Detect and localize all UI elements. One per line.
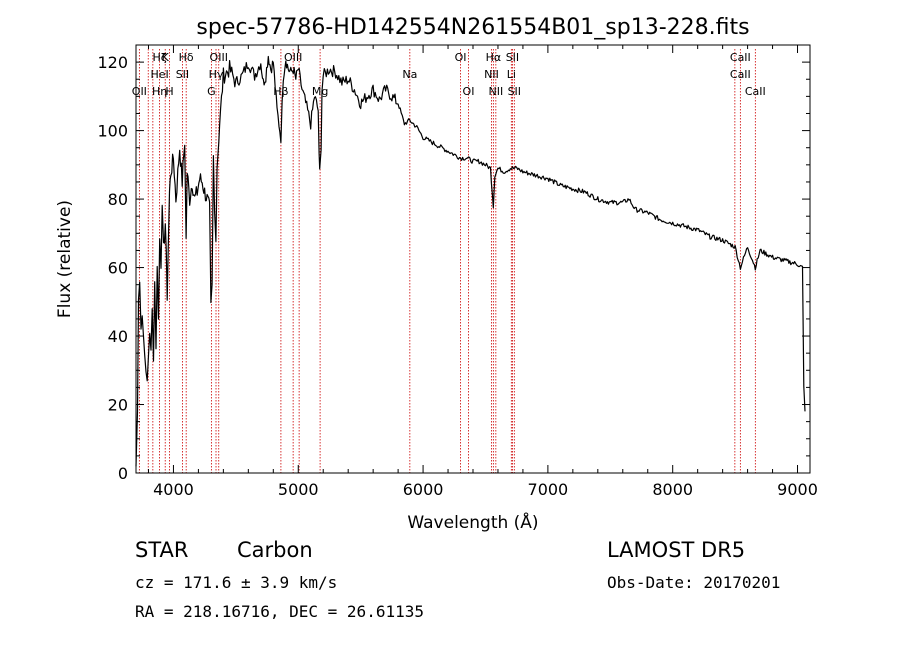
y-axis-label: Flux (relative) (55, 200, 75, 318)
x-tick-label: 9000 (777, 480, 818, 499)
spectral-line-labels: OIIHζHeIHηKHSIIHδGHγOIIIHβOIIIMgNaOIOINI… (132, 51, 766, 98)
y-tick-label: 0 (118, 464, 128, 483)
line-label-23-2: SII (508, 85, 521, 98)
line-label-3-0: Hζ (152, 51, 166, 64)
line-label-3-2: Hη (152, 85, 167, 98)
x-tick-label: 5000 (278, 480, 319, 499)
x-tick-label: 7000 (528, 480, 569, 499)
flux-spectrum-line (135, 55, 806, 467)
line-label-25-1: CaII (730, 68, 751, 81)
observation-date: Obs-Date: 20170201 (607, 573, 781, 592)
line-label-20-2: NII (488, 85, 503, 98)
line-label-14-2: Mg (312, 85, 328, 98)
line-label-26-2: CaII (745, 85, 766, 98)
line-label-6-1: SII (176, 68, 189, 81)
line-label-15-1: Na (402, 68, 417, 81)
y-tick-label: 80 (108, 190, 128, 209)
plot-frame (135, 44, 811, 474)
y-tick-label: 100 (97, 122, 128, 141)
line-label-12-0: OIII (284, 51, 302, 64)
x-tick-label: 6000 (403, 480, 444, 499)
sky-coordinates: RA = 218.16716, DEC = 26.61135 (135, 602, 424, 621)
chart-title: spec-57786-HD142554N261554B01_sp13-228.f… (196, 15, 749, 40)
line-label-7-0: Hδ (179, 51, 194, 64)
line-label-25-0: CaII (730, 51, 751, 64)
line-label-8-2: G (207, 85, 216, 98)
object-subclass: Carbon (237, 538, 313, 562)
line-label-3-1: HeI (150, 68, 168, 81)
survey-release: LAMOST DR5 (607, 538, 746, 562)
y-axis-ticks: 0 20 40 60 80 100 120 (97, 44, 810, 483)
line-label-5-2: H (165, 85, 173, 98)
x-axis-ticks: 4000 5000 6000 7000 8000 9000 (147, 45, 818, 499)
x-tick-label: 4000 (153, 480, 194, 499)
line-label-17-2: OI (463, 85, 475, 98)
redshift-velocity: cz = 171.6 ± 3.9 km/s (135, 573, 338, 592)
line-label-9-1: Hγ (209, 68, 224, 81)
spectral-line-markers (138, 49, 756, 473)
line-label-19-0: Hα (486, 51, 502, 64)
y-tick-label: 60 (108, 259, 128, 278)
y-tick-label: 40 (108, 327, 128, 346)
line-label-18-1: NII (484, 68, 499, 81)
x-tick-label: 8000 (652, 480, 693, 499)
line-label-11-2: Hβ (273, 85, 288, 98)
y-tick-label: 20 (108, 396, 128, 415)
line-label-22-0: SII (506, 51, 519, 64)
line-label-10-0: OIII (210, 51, 228, 64)
y-tick-label: 120 (97, 53, 128, 72)
line-label-16-0: OI (455, 51, 467, 64)
object-class: STAR (135, 538, 189, 562)
line-label-4-0: K (162, 51, 170, 64)
x-axis-label: Wavelength (Å) (407, 511, 538, 533)
line-label-21-1: Li (507, 68, 516, 81)
